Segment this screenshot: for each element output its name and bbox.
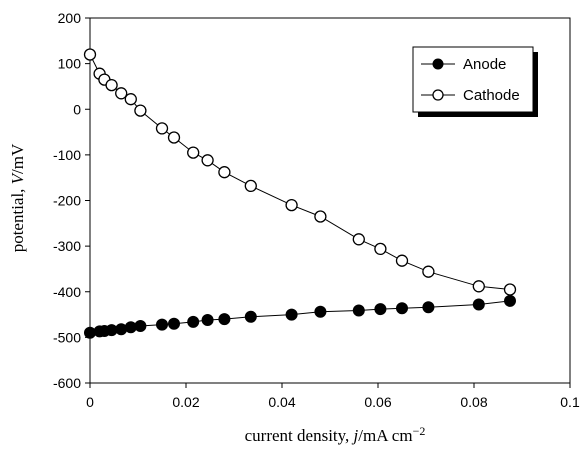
data-point-anode (285, 308, 298, 321)
legend-label-anode: Anode (463, 56, 506, 73)
data-point-cathode (201, 154, 214, 167)
x-axis-label: current density, j/mA cm−2 (245, 424, 426, 445)
data-point-cathode (374, 242, 387, 256)
x-tick-label: 0.1 (560, 394, 580, 410)
y-tick-label: -300 (53, 238, 81, 254)
y-tick-label: -500 (53, 329, 81, 345)
x-tick-label: 0.06 (364, 394, 391, 410)
data-point-cathode (503, 283, 517, 296)
series-line-anode (89, 300, 511, 334)
y-tick-label: 200 (58, 10, 82, 26)
axis-ticks: 200 100 0 -100 -200 -300 -400 -500 -600 0 0.02 0.04… (53, 10, 580, 410)
series-anode (84, 294, 516, 339)
data-point-cathode (218, 166, 231, 179)
data-point-cathode (124, 93, 137, 106)
data-point-anode (374, 303, 387, 316)
legend-marker-anode (432, 58, 444, 70)
data-point-cathode (134, 104, 147, 117)
data-point-anode (201, 314, 214, 326)
y-tick-label: -600 (53, 375, 81, 391)
y-tick-label: 0 (73, 101, 81, 117)
data-point-anode (422, 301, 435, 314)
data-point-cathode (395, 254, 409, 267)
data-point-anode (168, 317, 180, 330)
data-point-anode (187, 315, 200, 328)
data-point-cathode (352, 233, 365, 246)
x-tick-label: 0.02 (172, 394, 199, 410)
x-tick-label: 0.04 (268, 394, 295, 410)
data-point-anode (115, 323, 128, 336)
y-axis-label: potential, V/mV (8, 143, 27, 252)
y-tick-label: -100 (53, 147, 81, 163)
data-point-cathode (83, 48, 97, 61)
data-point-cathode (105, 78, 118, 92)
y-tick-label: 100 (58, 56, 82, 72)
data-point-cathode (314, 210, 327, 223)
data-point-cathode (155, 122, 169, 135)
x-tick-label: 0 (86, 394, 94, 410)
data-point-cathode (167, 131, 181, 144)
data-point-cathode (115, 87, 128, 100)
data-point-anode (504, 294, 516, 307)
data-point-anode (244, 310, 257, 323)
data-point-anode (156, 318, 168, 331)
data-point-anode (472, 298, 485, 311)
data-point-anode (396, 302, 408, 315)
series-layer (83, 48, 517, 339)
data-point-anode (134, 320, 147, 332)
data-point-cathode (285, 198, 298, 212)
legend: Anode Cathode (412, 46, 538, 117)
data-point-cathode (472, 280, 485, 293)
legend-marker-cathode (432, 89, 444, 101)
legend-box (412, 46, 534, 113)
data-point-anode (352, 304, 365, 317)
data-point-anode (218, 313, 231, 326)
legend-label-cathode: Cathode (463, 87, 520, 104)
data-point-cathode (422, 265, 435, 278)
data-point-cathode (244, 179, 257, 193)
y-tick-label: -400 (53, 284, 81, 300)
data-point-cathode (187, 146, 200, 159)
y-tick-label: -200 (53, 193, 81, 209)
data-point-anode (314, 305, 327, 318)
x-tick-label: 0.08 (460, 394, 487, 410)
series-cathode (83, 48, 517, 296)
